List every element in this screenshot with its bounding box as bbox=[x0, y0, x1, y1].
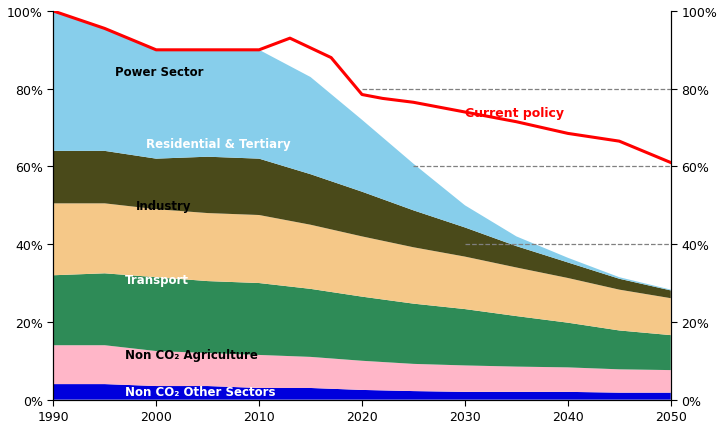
Text: Non CO₂ Other Sectors: Non CO₂ Other Sectors bbox=[125, 385, 276, 398]
Text: Power Sector: Power Sector bbox=[115, 65, 203, 79]
Text: Transport: Transport bbox=[125, 273, 189, 286]
Text: Current policy: Current policy bbox=[465, 107, 564, 120]
Text: Non CO₂ Agriculture: Non CO₂ Agriculture bbox=[125, 349, 258, 362]
Text: Industry: Industry bbox=[135, 200, 191, 212]
Text: Residential & Tertiary: Residential & Tertiary bbox=[146, 137, 290, 150]
